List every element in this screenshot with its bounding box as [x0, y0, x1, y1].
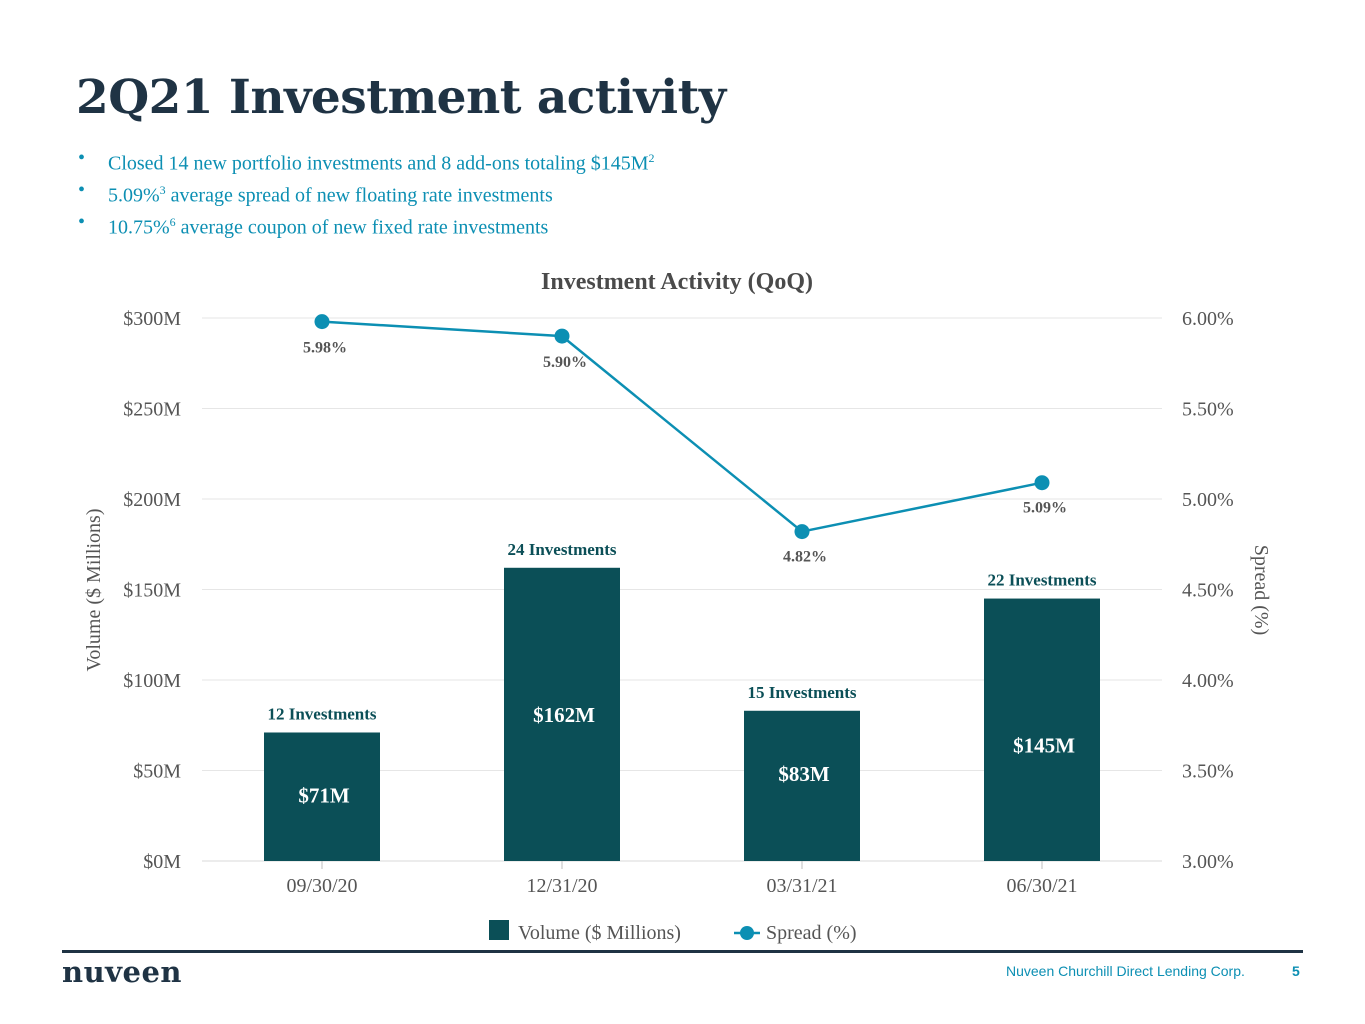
y-axis-title-right: Spread (%) — [1250, 545, 1272, 636]
volume-bar — [264, 732, 380, 861]
y-axis-left: $0M $50M $100M $150M $200M $250M $300M — [123, 308, 181, 873]
legend-marker-spread — [740, 926, 754, 940]
x-tick-label: 06/30/21 — [1006, 875, 1077, 897]
legend-label-spread: Spread (%) — [766, 922, 857, 944]
y-axis-right: 3.00% 3.50% 4.00% 4.50% 5.00% 5.50% 6.00% — [1182, 308, 1234, 873]
bullet-dot: • — [78, 179, 86, 201]
volume-bar — [504, 567, 620, 861]
bullet-dot: • — [78, 211, 86, 233]
y-tick-label-left: $200M — [123, 489, 181, 511]
page-title: 2Q21 Investment activity — [76, 70, 726, 125]
x-axis: 09/30/20 12/31/20 03/31/21 06/30/21 — [286, 861, 1078, 897]
y-tick-label-left: $50M — [133, 761, 181, 783]
bar-value-label: $71M — [298, 783, 350, 807]
bar-top-label: 24 Investments — [507, 540, 616, 559]
bar-top-label: 12 Investments — [267, 704, 376, 723]
bullet-item: • 10.75%6 average coupon of new fixed rat… — [76, 207, 655, 239]
y-tick-label-left: $300M — [123, 308, 181, 330]
spread-point — [554, 328, 570, 344]
y-tick-label-left: $150M — [123, 580, 181, 602]
investment-activity-chart: Investment Activity (QoQ) Volume ($ Mill… — [83, 269, 1272, 944]
nuveen-logo: nuveen — [62, 955, 183, 989]
y-tick-label-left: $0M — [143, 851, 181, 873]
bar-top-label: 15 Investments — [747, 683, 856, 702]
bullet-text-rest: average spread of new floating rate inve… — [165, 184, 553, 207]
bullet-text: Closed 14 new portfolio investments and … — [108, 152, 649, 175]
spread-value-label: 4.82% — [783, 549, 827, 566]
bullet-dot: • — [78, 147, 86, 169]
y-tick-label-right: 5.50% — [1182, 399, 1234, 421]
y-tick-label-right: 3.50% — [1182, 761, 1234, 783]
spread-series-line — [321, 320, 1043, 533]
page-number: 5 — [1292, 963, 1300, 979]
chart-legend: Volume ($ Millions) Spread (%) — [489, 920, 857, 944]
legend-swatch-volume — [489, 920, 509, 940]
y-tick-label-right: 5.00% — [1182, 489, 1234, 511]
spread-value-label: 5.98% — [303, 340, 347, 357]
bullet-text-rest: average coupon of new fixed rate investm… — [175, 216, 549, 239]
summary-bullets: • Closed 14 new portfolio investments and… — [76, 143, 655, 239]
bar-value-label: $83M — [778, 762, 830, 786]
y-tick-label-right: 6.00% — [1182, 308, 1234, 330]
spread-value-label: 5.09% — [1023, 500, 1067, 517]
volume-bars: $71M 12 Investments $162M 24 Investments $83… — [264, 540, 1100, 861]
spread-point — [794, 524, 810, 540]
y-tick-label-right: 4.50% — [1182, 580, 1234, 602]
footnote-ref: 3 — [159, 183, 166, 197]
bullet-text: 10.75% — [108, 216, 170, 239]
legend-label-volume: Volume ($ Millions) — [518, 922, 681, 944]
bullet-item: • 5.09%3 average spread of new floating r… — [76, 175, 655, 207]
y-tick-label-right: 3.00% — [1182, 851, 1234, 873]
spread-point — [1034, 475, 1050, 491]
footnote-ref: 2 — [648, 151, 655, 165]
bar-value-label: $145M — [1013, 734, 1075, 758]
bar-value-label: $162M — [533, 703, 595, 727]
x-tick-label: 12/31/20 — [526, 875, 597, 897]
y-tick-label-right: 4.00% — [1182, 670, 1234, 692]
y-tick-label-left: $100M — [123, 670, 181, 692]
bullet-text: 5.09% — [108, 184, 160, 207]
footer-divider — [62, 950, 1303, 953]
x-tick-label: 03/31/21 — [766, 875, 837, 897]
spread-line: 5.98% 5.90% 4.82% 5.09% — [303, 314, 1067, 566]
y-axis-title-left: Volume ($ Millions) — [83, 509, 105, 672]
chart-title: Investment Activity (QoQ) — [541, 269, 813, 295]
spread-point — [314, 314, 330, 330]
volume-bar — [984, 598, 1100, 861]
bullet-item: • Closed 14 new portfolio investments and… — [76, 143, 655, 175]
bar-top-label: 22 Investments — [987, 571, 1096, 590]
x-tick-label: 09/30/20 — [286, 875, 357, 897]
y-tick-label-left: $250M — [123, 399, 181, 421]
spread-value-label: 5.90% — [543, 354, 587, 371]
footer-company-name: Nuveen Churchill Direct Lending Corp. — [1006, 963, 1245, 979]
volume-bar — [744, 710, 860, 861]
footnote-ref: 6 — [169, 215, 176, 229]
